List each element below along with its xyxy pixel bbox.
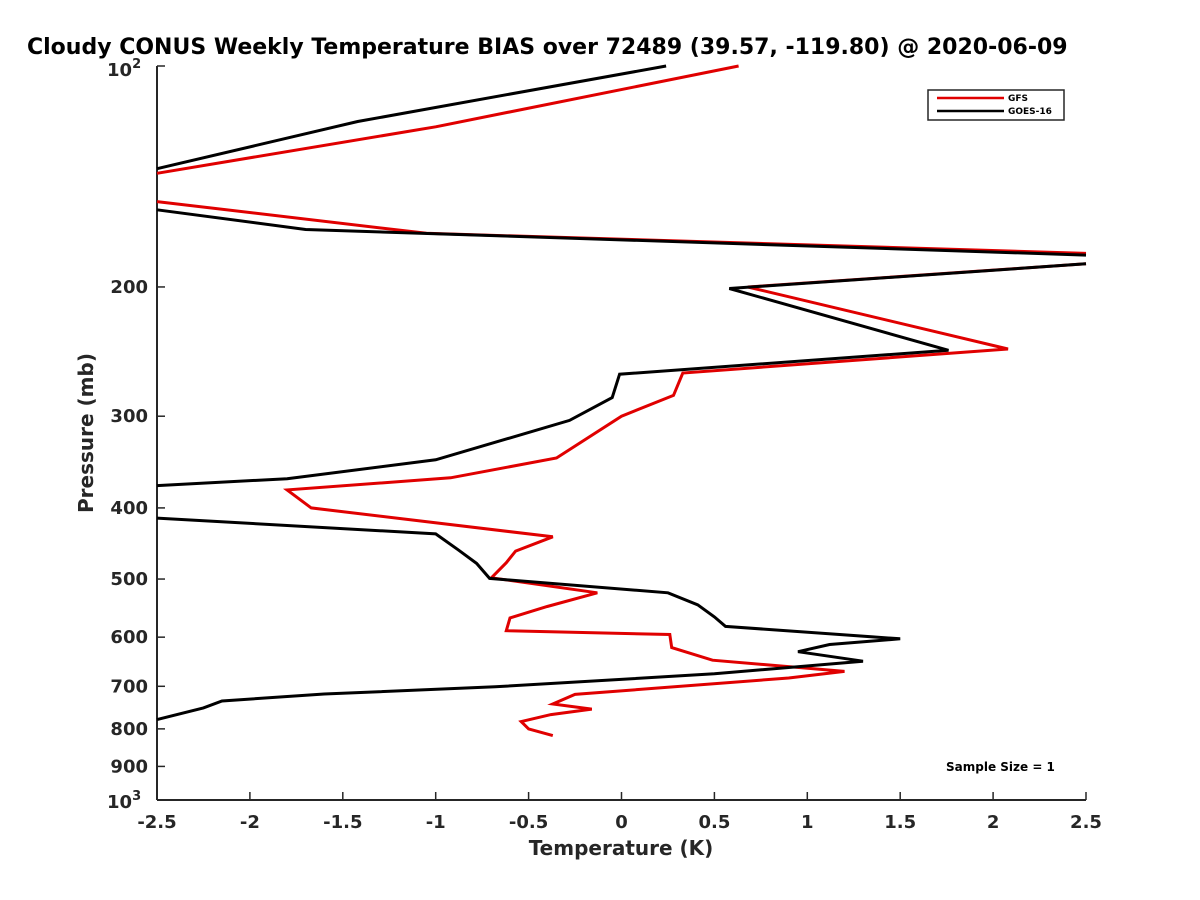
x-tick-label: -2 [240,812,260,833]
x-tick-label: -1 [426,812,446,833]
y-tick-label: 800 [110,719,148,740]
legend-label-goes16: GOES-16 [1008,107,1052,117]
legend-label-gfs: GFS [1008,94,1028,104]
y-axis-label: Pressure (mb) [74,353,98,513]
legend: GFS GOES-16 [927,89,1065,121]
y-tick-label: 900 [110,756,148,777]
series-line-goes16 [156,64,1087,722]
legend-box [927,89,1065,121]
y-tick-label: 700 [110,676,148,697]
x-tick-label: 0 [615,812,628,833]
x-tick-label: -2.5 [137,812,176,833]
y-tick-label: 300 [110,406,148,427]
y-tick-bottom-exp: 3 [132,789,141,804]
y-tick-top-exp: 2 [132,57,141,72]
y-tick-label: 500 [110,569,148,590]
x-tick-label: 2.5 [1070,812,1102,833]
y-tick-label: 200 [110,277,148,298]
x-tick-label: -0.5 [509,812,548,833]
x-tick-label: 0.5 [698,812,730,833]
x-axis-label: Temperature (K) [529,836,714,860]
series-group [156,64,1087,738]
y-tick-top: 102 [107,57,141,81]
x-tick-label: -1.5 [323,812,362,833]
sample-size-note: Sample Size = 1 [946,760,1055,774]
x-tick-label: 1.5 [884,812,916,833]
chart-title: Cloudy CONUS Weekly Temperature BIAS ove… [27,35,1068,60]
svg-text:102: 102 [107,57,141,81]
y-tick-bottom-base: 10 [107,792,132,813]
x-ticks: -2.5 -2 -1.5 -1 -0.5 0 0.5 1 1.5 2 2.5 [137,792,1102,833]
series-line-gfs [156,64,1087,738]
svg-text:103: 103 [107,789,141,813]
y-ticks: 200 300 400 500 600 700 800 900 [110,65,165,801]
x-tick-label: 2 [987,812,1000,833]
y-tick-bottom: 103 [107,789,141,813]
x-tick-label: 1 [801,812,814,833]
y-tick-label: 600 [110,627,148,648]
y-tick-top-base: 10 [107,60,132,81]
y-tick-label: 400 [110,498,148,519]
